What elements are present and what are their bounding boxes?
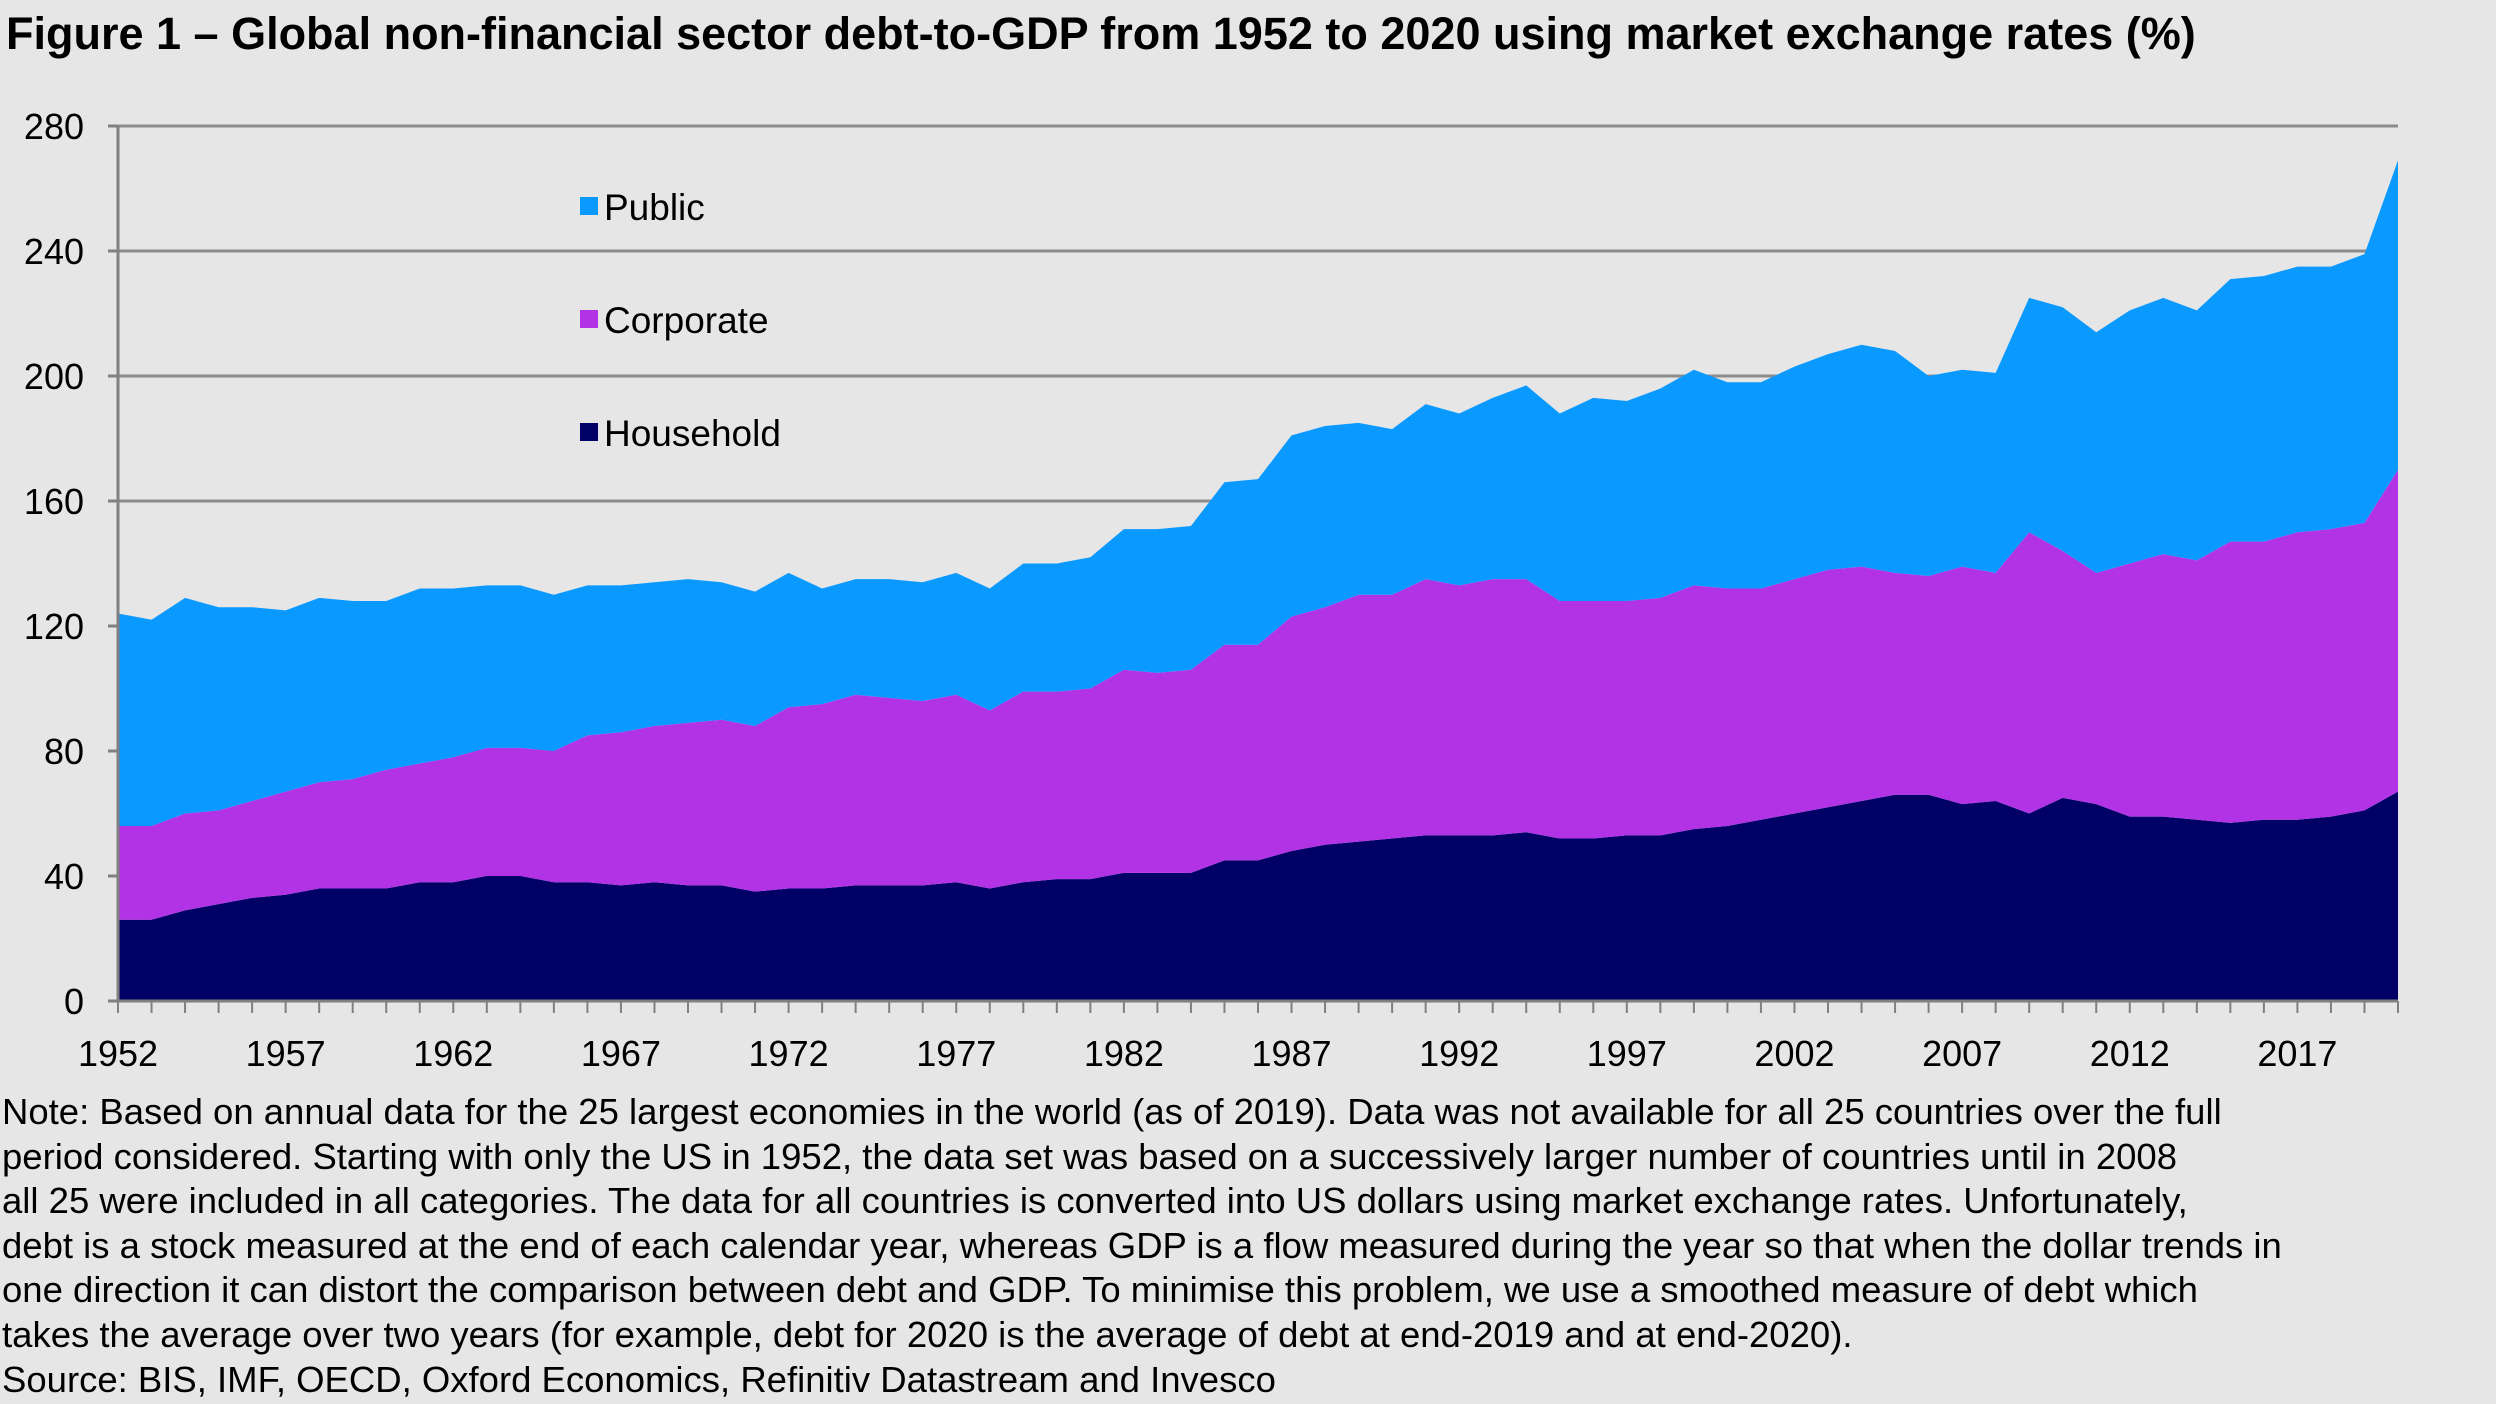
x-tick-label: 1992: [1419, 1033, 1499, 1074]
figure-notes: Note: Based on annual data for the 25 la…: [2, 1090, 2492, 1402]
note-line: debt is a stock measured at the end of e…: [2, 1224, 2282, 1266]
y-tick-label: 280: [24, 106, 84, 147]
x-tick-label: 1972: [749, 1033, 829, 1074]
y-tick-label: 160: [24, 481, 84, 522]
legend-swatch-corporate: [580, 310, 598, 328]
x-tick-label: 1997: [1587, 1033, 1667, 1074]
x-tick-label: 2012: [2090, 1033, 2170, 1074]
area-public: [118, 160, 2398, 826]
figure-title: Figure 1 – Global non-financial sector d…: [6, 8, 2196, 59]
legend: Public Corporate Household: [580, 187, 781, 454]
y-tick-label: 200: [24, 356, 84, 397]
source-line: Source: BIS, IMF, OECD, Oxford Economics…: [2, 1358, 1276, 1400]
x-tick-label: 2007: [1922, 1033, 2002, 1074]
area-household: [118, 791, 2398, 1001]
note-line: all 25 were included in all categories. …: [2, 1180, 2188, 1222]
y-tick-label: 80: [44, 731, 84, 772]
note-line: one direction it can distort the compari…: [2, 1269, 2198, 1311]
area-chart: 0 40 80 120 160 200 240 280 1952 1957 1962 1967 197…: [24, 106, 2399, 1074]
x-tick-label: 2002: [1754, 1033, 1834, 1074]
y-tick-label: 120: [24, 606, 84, 647]
x-tick-label: 1962: [413, 1033, 493, 1074]
legend-label-household: Household: [604, 413, 781, 454]
legend-label-corporate: Corporate: [604, 300, 769, 341]
area-corporate: [118, 469, 2398, 920]
x-tick-label: 2017: [2257, 1033, 2337, 1074]
x-tick-label: 1982: [1084, 1033, 1164, 1074]
x-tick-label: 1952: [78, 1033, 158, 1074]
x-tick-label: 1957: [246, 1033, 326, 1074]
legend-swatch-public: [580, 197, 598, 215]
y-tick-label: 40: [44, 856, 84, 897]
note-line: Note: Based on annual data for the 25 la…: [2, 1091, 2222, 1132]
note-line: period considered. Starting with only th…: [2, 1135, 2178, 1177]
x-tick-label: 1977: [916, 1033, 996, 1074]
y-tick-labels: 0 40 80 120 160 200 240 280: [24, 106, 118, 1022]
y-tick-label: 0: [64, 981, 84, 1022]
note-line: takes the average over two years (for ex…: [2, 1313, 1853, 1355]
x-tick-labels: 1952 1957 1962 1967 1972 1977 1982 1987 1992 1997…: [78, 1001, 2399, 1074]
x-tick-label: 1987: [1251, 1033, 1331, 1074]
legend-swatch-household: [580, 423, 598, 441]
stacked-areas: [118, 160, 2398, 1001]
y-tick-label: 240: [24, 231, 84, 272]
legend-label-public: Public: [604, 187, 705, 228]
x-tick-label: 1967: [581, 1033, 661, 1074]
